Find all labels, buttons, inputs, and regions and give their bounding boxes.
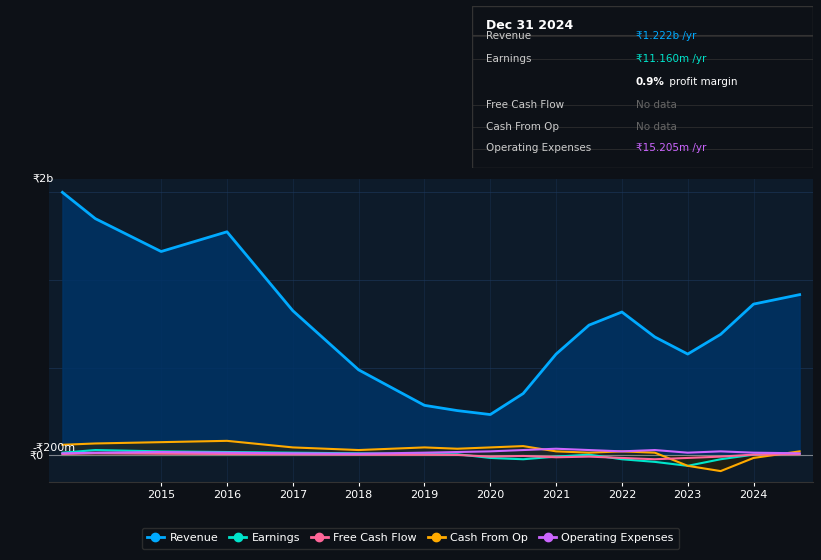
Text: profit margin: profit margin	[667, 77, 738, 87]
Text: No data: No data	[635, 100, 677, 110]
Text: ₹11.160m /yr: ₹11.160m /yr	[635, 54, 706, 64]
Text: -₹200m: -₹200m	[33, 442, 76, 452]
Text: Earnings: Earnings	[486, 54, 531, 64]
Text: Dec 31 2024: Dec 31 2024	[486, 18, 573, 31]
Text: 0.9%: 0.9%	[635, 77, 664, 87]
Text: Free Cash Flow: Free Cash Flow	[486, 100, 564, 110]
Text: Operating Expenses: Operating Expenses	[486, 143, 591, 153]
Text: ₹2b: ₹2b	[33, 174, 54, 184]
Text: ₹0: ₹0	[30, 450, 44, 460]
Text: ₹15.205m /yr: ₹15.205m /yr	[635, 143, 706, 153]
Text: Revenue: Revenue	[486, 31, 531, 41]
Legend: Revenue, Earnings, Free Cash Flow, Cash From Op, Operating Expenses: Revenue, Earnings, Free Cash Flow, Cash …	[141, 528, 680, 549]
Text: ₹1.222b /yr: ₹1.222b /yr	[635, 31, 696, 41]
Text: Cash From Op: Cash From Op	[486, 122, 559, 132]
FancyBboxPatch shape	[472, 6, 813, 168]
Text: No data: No data	[635, 122, 677, 132]
